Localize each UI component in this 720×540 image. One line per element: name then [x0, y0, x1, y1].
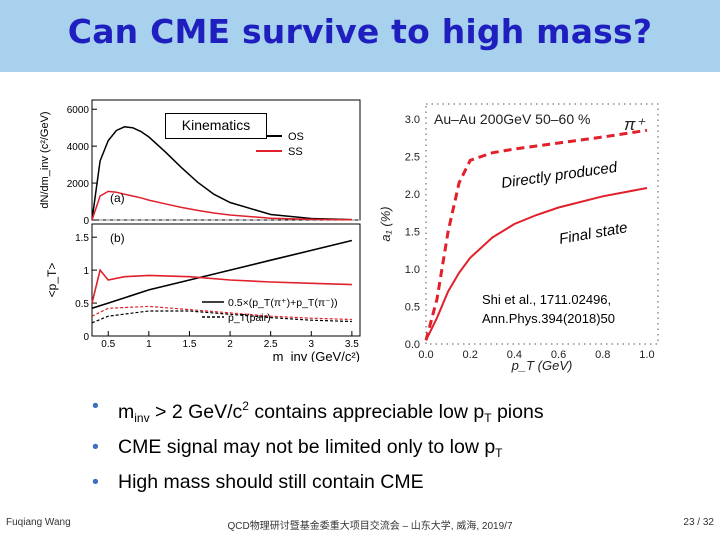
- legend-label: SS: [288, 146, 303, 158]
- bullet-item: • High mass should still contain CME: [92, 468, 692, 497]
- kinematics-label: Kinematics: [165, 113, 267, 139]
- bottom-y-tick-label: 0: [83, 332, 89, 343]
- y-tick-label: 0.5: [405, 302, 420, 314]
- y-tick-label: 1.5: [405, 227, 420, 239]
- x-tick-label: 2.5: [264, 339, 278, 350]
- x-tick-label: 0.2: [463, 349, 478, 361]
- x-tick-label: 1.5: [183, 339, 197, 350]
- pt-series-line: [91, 268, 352, 304]
- y-tick-label: 2.0: [405, 189, 420, 201]
- x-axis-label: p_T (GeV): [511, 358, 573, 373]
- bullet-dot-icon: •: [92, 395, 99, 417]
- y-tick-label: 1.0: [405, 264, 420, 276]
- x-tick-label: 0.4: [507, 349, 522, 361]
- final-state-annotation: Final state: [558, 219, 629, 248]
- top-y-tick-label: 2000: [67, 179, 90, 190]
- pt-series-line: [91, 239, 353, 310]
- plot-title: Au–Au 200GeV 50–60 %: [434, 111, 590, 127]
- citation-line-2: Ann.Phys.394(2018)50: [482, 311, 615, 326]
- top-panel-tag: (a): [110, 191, 125, 205]
- bullet-dot-icon: •: [92, 436, 99, 458]
- x-tick-label: 2: [227, 339, 233, 350]
- pt-legend-label: 0.5×(p_T(π⁺)+p_T(π⁻)): [228, 297, 338, 309]
- x-tick-label: 3.5: [345, 339, 359, 350]
- bullet-item: • CME signal may not be limited only to l…: [92, 433, 692, 468]
- footer-author: Fuqiang Wang: [6, 517, 71, 528]
- directed-flow-figure: 0.0 0.5 1.0 1.5 2.0 2.5 3.0 0.0 0.2 0.4 0.6 0.8 1.0 a…: [378, 103, 659, 373]
- directly-produced-curve: [424, 128, 648, 341]
- top-y-tick-label: 0: [83, 216, 89, 227]
- bottom-y-tick-label: 0.5: [75, 299, 89, 310]
- top-y-tick-label: 4000: [67, 142, 90, 153]
- bottom-panel-frame: [91, 223, 361, 337]
- x-tick-label: 1: [146, 339, 152, 350]
- citation-line-1: Shi et al., 1711.02496,: [482, 292, 611, 307]
- bullet-item: • minv > 2 GeV/c2 contains appreciable lo…: [92, 392, 692, 433]
- footer-event: QCD物理研讨暨基金委重大项目交流会 – 山东大学, 威海, 2019/7: [227, 521, 513, 532]
- bottom-y-axis-label: <p_T>: [45, 263, 59, 298]
- bullet-dot-icon: •: [92, 471, 99, 493]
- x-axis-label: m_inv (GeV/c²): [273, 349, 360, 362]
- directly-produced-annotation: Directly produced: [500, 159, 619, 192]
- slide-title: Can CME survive to high mass?: [67, 12, 653, 51]
- x-tick-label: 1.0: [639, 349, 654, 361]
- y-axis-label: a₁ (%): [378, 206, 393, 241]
- bottom-panel-tag: (b): [110, 231, 125, 245]
- x-tick-label: 0.0: [418, 349, 433, 361]
- mass-spectrum-figure: 6000 4000 2000 0 dN/dm_inv (c²/GeV) (a) OS SS 1.…: [39, 99, 361, 362]
- plot-frame: [425, 103, 659, 345]
- y-tick-label: 3.0: [405, 114, 420, 126]
- footer-page-number: 23 / 32: [683, 517, 714, 528]
- y-tick-label: 0.0: [405, 339, 420, 351]
- series-line-os: [91, 126, 352, 221]
- pt-legend-label: p_T(pair): [228, 312, 271, 324]
- final-state-curve: [425, 187, 648, 341]
- x-tick-label: 0.6: [551, 349, 566, 361]
- bottom-y-tick-label: 1.5: [75, 233, 89, 244]
- legend-label: OS: [288, 131, 304, 143]
- y-tick-label: 2.5: [405, 152, 420, 164]
- particle-label: π⁺: [624, 115, 646, 134]
- series-line-ss: [91, 190, 352, 221]
- top-y-axis-label: dN/dm_inv (c²/GeV): [39, 111, 51, 208]
- x-tick-label: 0.5: [101, 339, 115, 350]
- bullet-list: • minv > 2 GeV/c2 contains appreciable lo…: [92, 392, 692, 497]
- bottom-y-tick-label: 1: [83, 266, 89, 277]
- title-bar: [0, 0, 720, 72]
- x-tick-label: 3: [308, 339, 314, 350]
- top-y-tick-label: 6000: [67, 105, 90, 116]
- x-tick-label: 0.8: [595, 349, 610, 361]
